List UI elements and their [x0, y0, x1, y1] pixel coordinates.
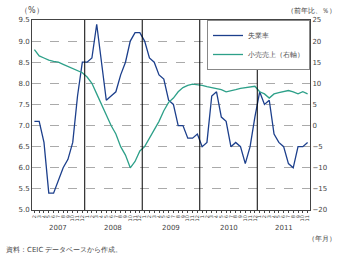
svg-text:8: 8 — [232, 215, 238, 218]
svg-text:5: 5 — [45, 215, 51, 218]
svg-text:5: 5 — [103, 215, 109, 218]
svg-text:4: 4 — [41, 215, 47, 218]
svg-text:8: 8 — [175, 215, 181, 218]
svg-text:2011: 2011 — [275, 224, 293, 232]
svg-text:7: 7 — [55, 215, 61, 218]
svg-text:7: 7 — [228, 215, 234, 218]
svg-text:12: 12 — [136, 215, 142, 221]
svg-text:12: 12 — [79, 215, 85, 221]
svg-text:7: 7 — [170, 215, 176, 218]
svg-text:8: 8 — [60, 215, 66, 218]
svg-text:（前年比、％）: （前年比、％） — [287, 7, 336, 15]
svg-text:−10: −10 — [312, 164, 327, 172]
svg-text:6: 6 — [223, 215, 229, 218]
svg-text:小売売上（右軸）: 小売売上（右軸） — [248, 51, 304, 59]
svg-text:7: 7 — [285, 215, 291, 218]
svg-text:5: 5 — [275, 215, 281, 218]
svg-text:12: 12 — [252, 215, 258, 221]
svg-text:5.0: 5.0 — [18, 206, 29, 214]
svg-text:4: 4 — [213, 215, 219, 218]
svg-text:2009: 2009 — [162, 224, 180, 232]
svg-text:失業率: 失業率 — [248, 32, 269, 40]
svg-text:1: 1 — [256, 215, 262, 218]
svg-text:2010: 2010 — [220, 224, 238, 232]
svg-text:8: 8 — [117, 215, 123, 218]
svg-text:0: 0 — [312, 122, 316, 130]
svg-text:6.5: 6.5 — [18, 143, 29, 151]
svg-text:1: 1 — [84, 215, 90, 218]
svg-text:5: 5 — [160, 215, 166, 218]
svg-text:10: 10 — [312, 80, 321, 88]
svg-text:20: 20 — [312, 38, 321, 46]
svg-text:3: 3 — [151, 215, 157, 218]
svg-text:2008: 2008 — [104, 224, 122, 232]
svg-text:11: 11 — [74, 215, 80, 221]
svg-text:6: 6 — [108, 215, 114, 218]
svg-text:7.0: 7.0 — [18, 122, 29, 130]
svg-text:10: 10 — [299, 215, 305, 221]
svg-text:（%）: （%） — [20, 6, 44, 15]
svg-text:3: 3 — [208, 215, 214, 218]
svg-text:5: 5 — [312, 101, 316, 109]
svg-text:6: 6 — [280, 215, 286, 218]
svg-text:2: 2 — [146, 215, 152, 218]
svg-text:11: 11 — [247, 215, 253, 221]
svg-text:7: 7 — [113, 215, 119, 218]
svg-text:2007: 2007 — [49, 224, 67, 232]
svg-text:−15: −15 — [312, 185, 327, 193]
svg-text:1: 1 — [141, 215, 147, 218]
svg-text:6: 6 — [50, 215, 56, 218]
svg-text:7.5: 7.5 — [18, 101, 29, 109]
svg-text:4: 4 — [156, 215, 162, 218]
svg-text:9: 9 — [122, 215, 128, 218]
svg-text:2: 2 — [261, 215, 267, 218]
svg-text:15: 15 — [312, 59, 321, 67]
svg-text:6: 6 — [165, 215, 171, 218]
svg-text:3: 3 — [93, 215, 99, 218]
svg-text:−5: −5 — [312, 143, 322, 151]
svg-text:2: 2 — [204, 215, 210, 218]
svg-text:10: 10 — [242, 215, 248, 221]
svg-text:11: 11 — [132, 215, 138, 221]
svg-text:2: 2 — [31, 215, 37, 218]
svg-text:資料：CEIC データベースから作成。: 資料：CEIC データベースから作成。 — [6, 246, 123, 254]
svg-text:8.5: 8.5 — [18, 59, 29, 67]
svg-text:9: 9 — [180, 215, 186, 218]
svg-text:10: 10 — [184, 215, 190, 221]
svg-text:10: 10 — [127, 215, 133, 221]
svg-text:9.0: 9.0 — [18, 38, 29, 46]
svg-text:9: 9 — [65, 215, 71, 218]
svg-text:9: 9 — [237, 215, 243, 218]
svg-text:11: 11 — [189, 215, 195, 221]
svg-text:2: 2 — [89, 215, 95, 218]
svg-text:9: 9 — [295, 215, 301, 218]
svg-text:11: 11 — [304, 215, 310, 221]
svg-text:3: 3 — [36, 215, 42, 218]
svg-text:5.5: 5.5 — [18, 185, 29, 193]
svg-text:8.0: 8.0 — [18, 80, 29, 88]
svg-text:5: 5 — [218, 215, 224, 218]
svg-text:−20: −20 — [312, 206, 327, 214]
svg-text:12: 12 — [194, 215, 200, 221]
svg-text:9.5: 9.5 — [18, 16, 29, 24]
svg-text:6.0: 6.0 — [18, 164, 29, 172]
svg-text:8: 8 — [290, 215, 296, 218]
svg-text:1: 1 — [199, 215, 205, 218]
svg-text:25: 25 — [312, 16, 321, 24]
svg-text:（年月）: （年月） — [308, 235, 336, 243]
svg-text:3: 3 — [266, 215, 272, 218]
svg-text:4: 4 — [98, 215, 104, 218]
svg-text:10: 10 — [69, 215, 75, 221]
svg-text:4: 4 — [271, 215, 277, 218]
